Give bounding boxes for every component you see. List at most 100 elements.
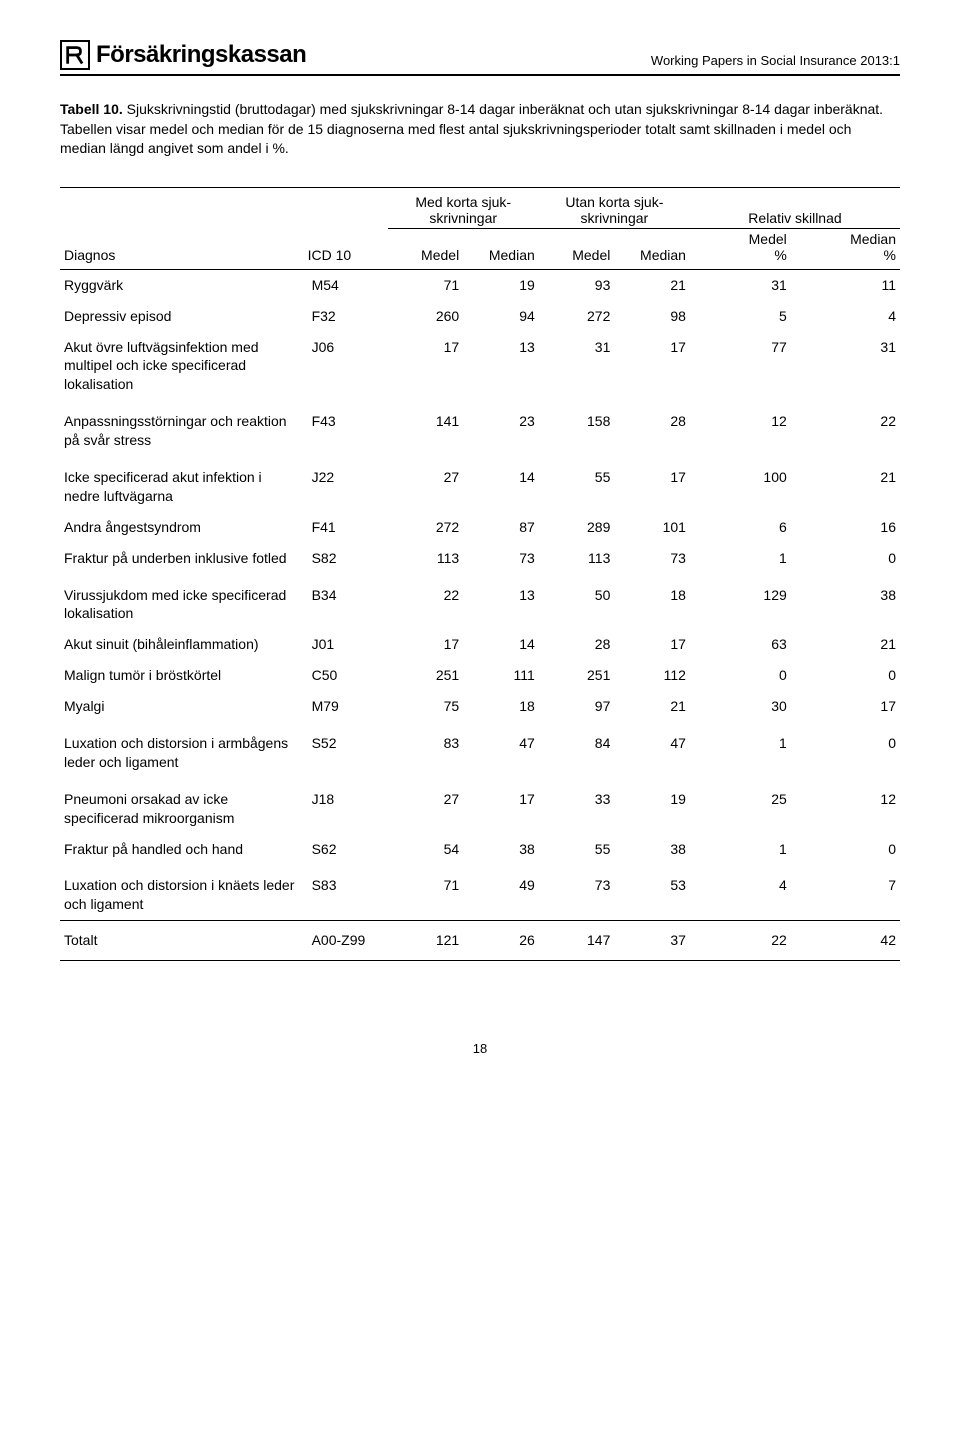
cell-median-without: 47 xyxy=(614,722,690,778)
total-cell: 22 xyxy=(690,921,791,961)
group-header-rel: Relativ skillnad xyxy=(690,187,900,228)
total-cell: A00-Z99 xyxy=(304,921,388,961)
col-mean-pct: Medel % xyxy=(690,228,791,269)
cell-diagnosis: Malign tumör i bröstkörtel xyxy=(60,660,304,691)
total-cell: 121 xyxy=(388,921,464,961)
cell-diagnosis: Akut övre luftvägsinfektion med multipel… xyxy=(60,332,304,401)
cell-diagnosis: Akut sinuit (bihåleinflammation) xyxy=(60,629,304,660)
cell-mean-without: 55 xyxy=(539,456,615,512)
table-row: Malign tumör i bröstkörtelC5025111125111… xyxy=(60,660,900,691)
cell-mean-with: 251 xyxy=(388,660,464,691)
caption-label: Tabell 10. xyxy=(60,101,123,117)
cell-mean-pct: 77 xyxy=(690,332,791,401)
col-mean-2: Medel xyxy=(539,228,615,269)
total-cell: 26 xyxy=(463,921,539,961)
total-cell: 42 xyxy=(791,921,900,961)
cell-mean-pct: 25 xyxy=(690,778,791,834)
cell-median-with: 38 xyxy=(463,834,539,865)
table-row: Andra ångestsyndromF4127287289101616 xyxy=(60,512,900,543)
total-cell: 147 xyxy=(539,921,615,961)
cell-mean-with: 83 xyxy=(388,722,464,778)
cell-icd: F32 xyxy=(304,301,388,332)
cell-median-with: 18 xyxy=(463,691,539,722)
cell-mean-pct: 4 xyxy=(690,864,791,920)
cell-median-without: 101 xyxy=(614,512,690,543)
cell-median-without: 98 xyxy=(614,301,690,332)
table-row: Luxation och distorsion i knäets leder o… xyxy=(60,864,900,920)
cell-mean-with: 71 xyxy=(388,864,464,920)
group-header-without: Utan korta sjuk- skrivningar xyxy=(539,187,690,228)
cell-mean-with: 17 xyxy=(388,629,464,660)
cell-median-with: 14 xyxy=(463,629,539,660)
brand-logo: Försäkringskassan xyxy=(60,40,306,70)
cell-mean-without: 55 xyxy=(539,834,615,865)
cell-mean-with: 272 xyxy=(388,512,464,543)
cell-mean-pct: 31 xyxy=(690,269,791,300)
cell-icd: J22 xyxy=(304,456,388,512)
cell-median-pct: 31 xyxy=(791,332,900,401)
cell-icd: S83 xyxy=(304,864,388,920)
cell-mean-without: 73 xyxy=(539,864,615,920)
cell-mean-pct: 63 xyxy=(690,629,791,660)
cell-icd: J06 xyxy=(304,332,388,401)
col-diagnosis: Diagnos xyxy=(60,228,304,269)
cell-mean-without: 97 xyxy=(539,691,615,722)
cell-median-with: 19 xyxy=(463,269,539,300)
table-row: Fraktur på underben inklusive fotledS821… xyxy=(60,543,900,574)
cell-median-with: 17 xyxy=(463,778,539,834)
cell-mean-with: 141 xyxy=(388,400,464,456)
table-row: Virussjukdom med icke specificerad lokal… xyxy=(60,574,900,630)
cell-mean-with: 75 xyxy=(388,691,464,722)
brand-logo-icon xyxy=(60,40,90,70)
cell-icd: J18 xyxy=(304,778,388,834)
cell-median-with: 87 xyxy=(463,512,539,543)
page-header: Försäkringskassan Working Papers in Soci… xyxy=(60,40,900,76)
cell-median-without: 17 xyxy=(614,332,690,401)
cell-diagnosis: Icke specificerad akut infektion i nedre… xyxy=(60,456,304,512)
cell-mean-pct: 5 xyxy=(690,301,791,332)
col-mean-1: Medel xyxy=(388,228,464,269)
cell-mean-without: 28 xyxy=(539,629,615,660)
cell-icd: F43 xyxy=(304,400,388,456)
cell-median-with: 94 xyxy=(463,301,539,332)
cell-diagnosis: Ryggvärk xyxy=(60,269,304,300)
cell-diagnosis: Depressiv episod xyxy=(60,301,304,332)
series-label: Working Papers in Social Insurance 2013:… xyxy=(651,53,900,70)
page-number: 18 xyxy=(60,1041,900,1056)
cell-icd: S52 xyxy=(304,722,388,778)
cell-mean-with: 17 xyxy=(388,332,464,401)
cell-median-without: 19 xyxy=(614,778,690,834)
cell-mean-with: 54 xyxy=(388,834,464,865)
cell-diagnosis: Anpassningsstörningar och reaktion på sv… xyxy=(60,400,304,456)
cell-mean-without: 158 xyxy=(539,400,615,456)
data-table: Med korta sjuk- skrivningar Utan korta s… xyxy=(60,187,900,961)
cell-median-pct: 7 xyxy=(791,864,900,920)
cell-median-pct: 21 xyxy=(791,456,900,512)
cell-diagnosis: Fraktur på handled och hand xyxy=(60,834,304,865)
cell-mean-with: 260 xyxy=(388,301,464,332)
cell-icd: C50 xyxy=(304,660,388,691)
cell-mean-with: 22 xyxy=(388,574,464,630)
cell-median-with: 49 xyxy=(463,864,539,920)
col-median-1: Median xyxy=(463,228,539,269)
col-icd: ICD 10 xyxy=(304,228,388,269)
table-row: Akut övre luftvägsinfektion med multipel… xyxy=(60,332,900,401)
cell-icd: M79 xyxy=(304,691,388,722)
cell-mean-pct: 1 xyxy=(690,834,791,865)
cell-mean-pct: 129 xyxy=(690,574,791,630)
cell-mean-pct: 1 xyxy=(690,722,791,778)
cell-mean-without: 93 xyxy=(539,269,615,300)
cell-median-pct: 17 xyxy=(791,691,900,722)
cell-mean-pct: 0 xyxy=(690,660,791,691)
cell-icd: J01 xyxy=(304,629,388,660)
cell-mean-with: 113 xyxy=(388,543,464,574)
cell-median-pct: 38 xyxy=(791,574,900,630)
cell-median-with: 73 xyxy=(463,543,539,574)
cell-icd: S62 xyxy=(304,834,388,865)
cell-median-pct: 0 xyxy=(791,660,900,691)
cell-mean-without: 251 xyxy=(539,660,615,691)
cell-median-pct: 22 xyxy=(791,400,900,456)
cell-diagnosis: Pneumoni orsakad av icke specificerad mi… xyxy=(60,778,304,834)
cell-median-without: 18 xyxy=(614,574,690,630)
cell-diagnosis: Luxation och distorsion i armbågens lede… xyxy=(60,722,304,778)
